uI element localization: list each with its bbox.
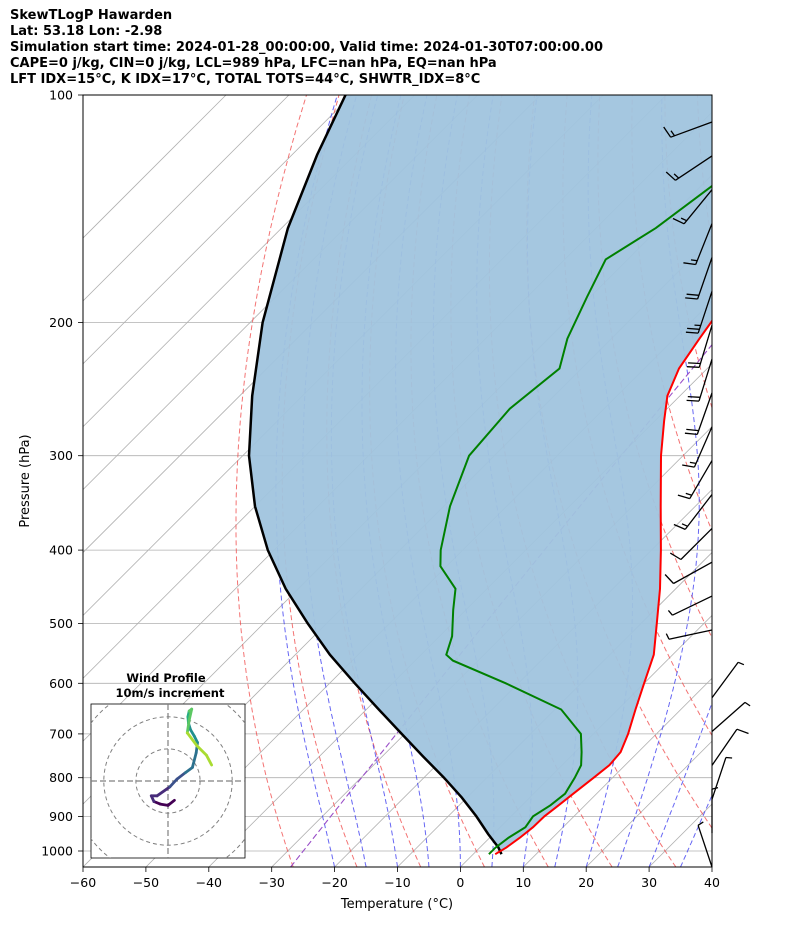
moist-adiabat xyxy=(617,95,700,867)
moist-adiabat xyxy=(648,701,712,867)
x-axis-label: Temperature (°C) xyxy=(340,897,453,912)
moist-adiabat xyxy=(711,865,712,867)
isotherm-line xyxy=(83,95,353,365)
x-tick-label: 10 xyxy=(515,875,531,890)
x-tick-label: −20 xyxy=(321,875,347,890)
wind-barb xyxy=(665,155,713,181)
y-tick-label: 300 xyxy=(49,448,73,463)
wind-barb xyxy=(677,460,713,500)
profile-lines xyxy=(247,95,712,856)
dry-adiabat xyxy=(730,95,794,867)
temperature-line xyxy=(494,319,712,856)
parcel-profile-line xyxy=(247,95,503,855)
hodograph-segment xyxy=(185,718,191,735)
y-tick-label: 100 xyxy=(49,88,73,103)
isotherm-line xyxy=(523,677,712,867)
wind-barb xyxy=(669,527,713,561)
isotherm-line xyxy=(711,866,712,867)
wind-barb xyxy=(667,595,713,616)
wind-barb xyxy=(665,629,713,640)
wind-barb xyxy=(682,426,713,468)
location-info: Lat: 53.18 Lon: -2.98 xyxy=(10,24,163,39)
y-tick-label: 1000 xyxy=(41,844,73,859)
simulation-time: Simulation start time: 2024-01-28_00:00:… xyxy=(10,40,603,55)
wind-barb xyxy=(711,756,733,800)
isotherm-line xyxy=(83,95,415,428)
chart-title: SkewTLogP Hawarden xyxy=(10,8,173,23)
hodograph-segment xyxy=(175,771,187,781)
hodograph-segment xyxy=(190,751,198,769)
hodograph-segment xyxy=(205,753,214,767)
hodograph-segment xyxy=(187,707,194,722)
y-tick-label: 900 xyxy=(49,809,73,824)
hodograph-segment xyxy=(185,731,199,748)
x-tick-label: −10 xyxy=(384,875,410,890)
wind-barb xyxy=(685,291,713,334)
wind-barb xyxy=(711,701,751,732)
wind-barb xyxy=(673,494,713,530)
x-tick-label: −30 xyxy=(259,875,285,890)
y-tick-label: 700 xyxy=(49,726,73,741)
x-tick-label: −40 xyxy=(196,875,222,890)
x-tick-label: −50 xyxy=(133,875,159,890)
hodograph-segment xyxy=(168,777,179,789)
isotherm-line xyxy=(83,95,227,239)
y-tick-label: 400 xyxy=(49,543,73,558)
wind-barb xyxy=(697,821,713,868)
x-tick-label: −60 xyxy=(70,875,96,890)
x-axis-ticks: −60 −50 −40 −30 −20 −10 0 10 20 30 40 xyxy=(70,867,720,890)
y-axis-label: Pressure (hPa) xyxy=(18,434,33,527)
cin-shade-area xyxy=(249,95,712,853)
wind-barb xyxy=(686,358,713,402)
wind-barb xyxy=(683,223,713,266)
wind-barb xyxy=(711,786,719,834)
wind-barb xyxy=(711,661,745,699)
hodograph-segment xyxy=(195,744,208,757)
wind-barb xyxy=(663,121,713,138)
hodograph-inset: Wind Profile 10m/s increment xyxy=(90,671,246,859)
hodograph-title: Wind Profile xyxy=(126,671,206,685)
wind-barb xyxy=(684,392,713,436)
y-tick-label: 800 xyxy=(49,770,73,785)
stability-indices-2: LFT IDX=15°C, K IDX=17°C, TOTAL TOTS=44°… xyxy=(10,72,481,87)
dry-adiabat xyxy=(235,95,307,867)
y-tick-label: 600 xyxy=(49,676,73,691)
hodograph-segment xyxy=(155,785,172,798)
hodograph-plot xyxy=(91,704,245,858)
wind-barb xyxy=(672,189,713,225)
wind-barb xyxy=(711,728,749,766)
dewpoint-line xyxy=(439,184,712,855)
wind-barbs xyxy=(663,121,751,868)
x-tick-label: 20 xyxy=(578,875,594,890)
cape-cin-shading xyxy=(249,95,712,853)
wind-barb xyxy=(686,325,713,368)
chart-header: SkewTLogP Hawarden Lat: 53.18 Lon: -2.98… xyxy=(10,8,603,88)
x-tick-label: 0 xyxy=(456,875,464,890)
wind-barb xyxy=(685,257,713,300)
moist-adiabat xyxy=(680,794,712,867)
isotherm-line xyxy=(83,95,290,302)
x-tick-label: 30 xyxy=(641,875,657,890)
stability-indices-1: CAPE=0 j/kg, CIN=0 j/kg, LCL=989 hPa, LF… xyxy=(10,56,497,71)
y-axis-ticks: 100 200 300 400 500 600 700 800 900 1000 xyxy=(41,88,83,859)
dry-adiabat xyxy=(281,95,358,867)
y-tick-label: 200 xyxy=(49,315,73,330)
dry-adiabat xyxy=(763,95,794,867)
y-tick-label: 500 xyxy=(49,616,73,631)
wind-barb xyxy=(664,561,713,585)
hodograph-segment xyxy=(183,766,194,775)
x-tick-label: 40 xyxy=(704,875,720,890)
hodograph-subtitle: 10m/s increment xyxy=(116,686,225,700)
